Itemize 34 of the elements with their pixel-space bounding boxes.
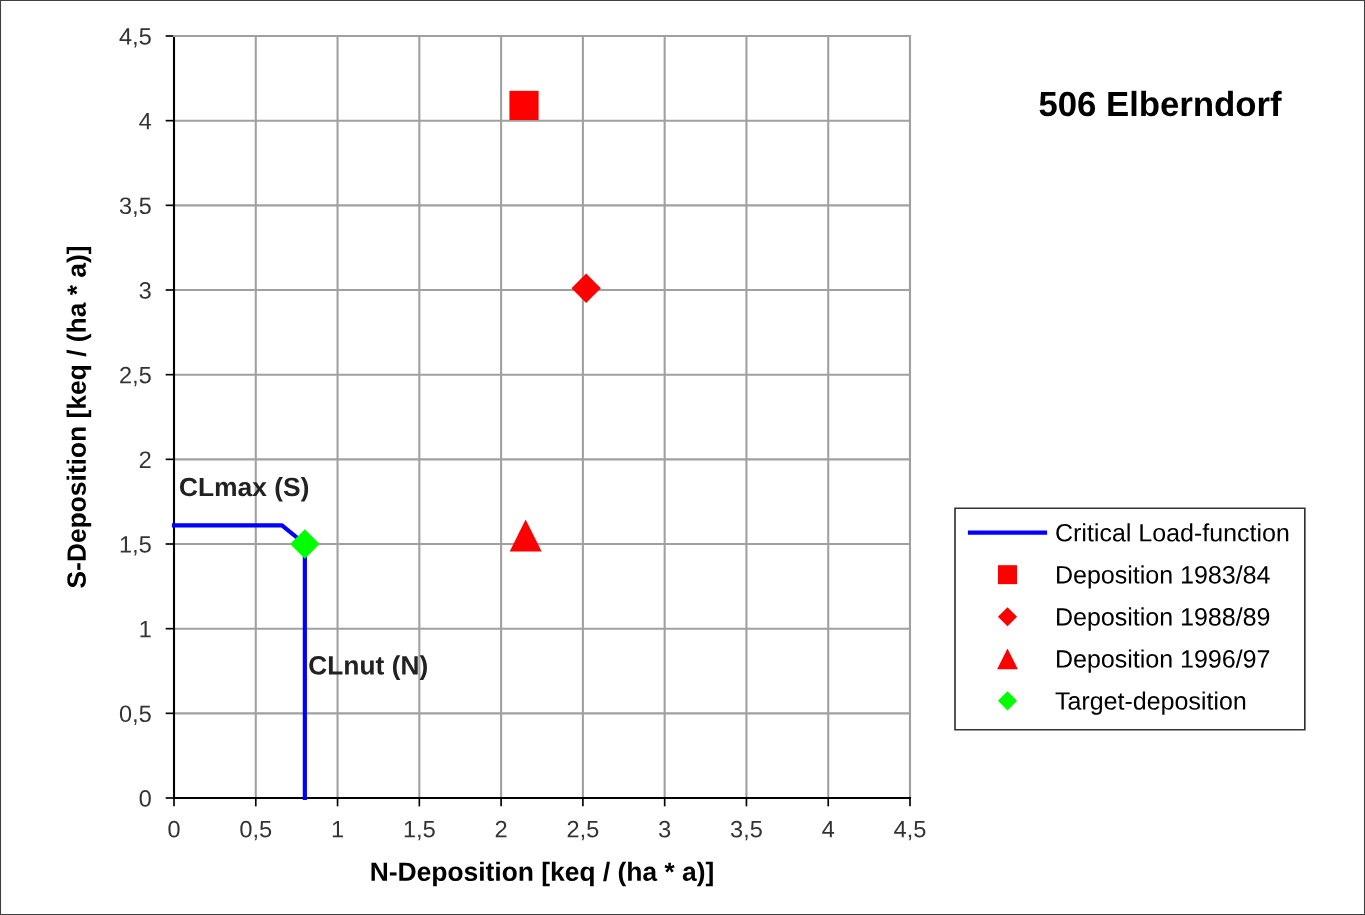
x-tick-label: 2 — [495, 820, 507, 838]
y-tick-label: 4,5 — [119, 28, 151, 48]
x-tick-label: 1 — [332, 821, 343, 838]
y-tick-label: 1,5 — [120, 536, 151, 556]
text: 506 Elberndorf — [1039, 90, 1282, 117]
x-tick-label: 4,5 — [894, 821, 926, 841]
y-tick-label: 4 — [139, 112, 152, 130]
legend-label: Critical Load-function — [1056, 523, 1289, 542]
y-tick-label: 2 — [139, 451, 151, 468]
y-tick-label: 3,5 — [119, 197, 151, 217]
point — [509, 519, 542, 552]
y-tick-label: 0,5 — [119, 705, 151, 725]
x-tick-label: 0 — [168, 820, 180, 838]
y-axis-title: S-Deposition [keq / (ha * a)] — [66, 246, 92, 588]
legend-label: Deposition 1983/84 — [1057, 565, 1270, 589]
legend-label: Deposition 1988/89 — [1057, 607, 1270, 631]
point — [290, 529, 320, 559]
x-tick-label: 0,5 — [240, 820, 272, 841]
annotation: CLmax (S) — [179, 476, 309, 502]
x-tick-label: 3,5 — [730, 820, 762, 841]
legend-label: Deposition 1996/97 — [1057, 649, 1270, 673]
annotation: CLnut (N) — [309, 655, 427, 680]
x-axis-title: N-Deposition [keq / (ha * a)] — [371, 861, 713, 887]
point — [509, 90, 539, 121]
x-tick-label: 1,5 — [404, 821, 435, 841]
x-tick-label: 4 — [822, 821, 835, 838]
x-tick-label: 2,5 — [567, 820, 599, 841]
y-tick-label: 3 — [139, 282, 151, 299]
x-tick-label: 3 — [659, 820, 671, 838]
point — [571, 273, 601, 304]
y-tick-label: 2,5 — [120, 366, 151, 387]
legend-label: Target-deposition — [1055, 691, 1246, 715]
y-tick-label: 0 — [139, 790, 151, 807]
y-tick-label: 1 — [140, 620, 151, 638]
